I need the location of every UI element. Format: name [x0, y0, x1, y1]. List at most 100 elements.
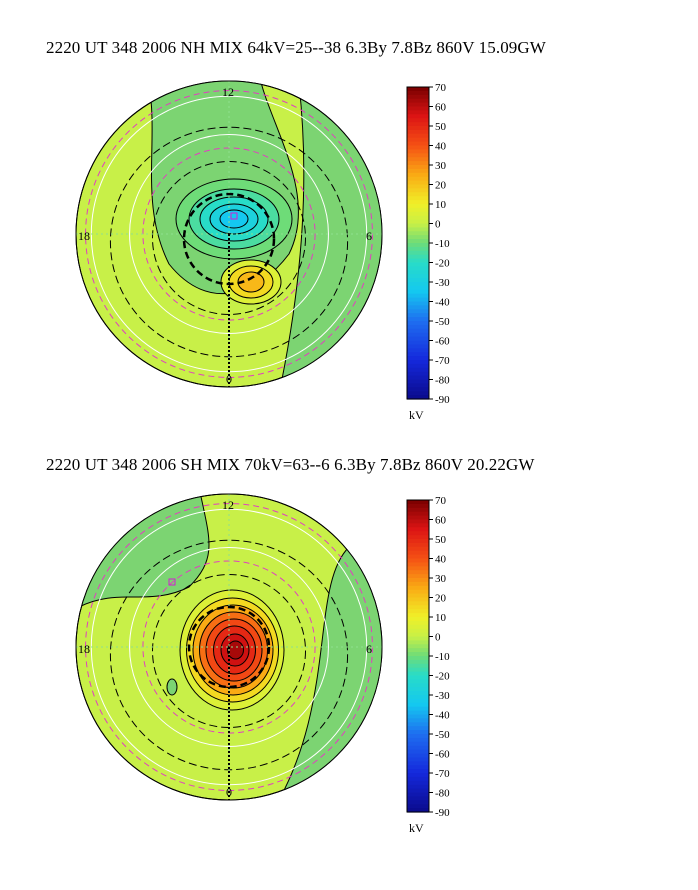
colorbar-segment: [407, 168, 429, 174]
colorbar-segment: [407, 305, 429, 310]
colorbar-segment: [407, 274, 429, 279]
colorbar-unit-label: kV: [409, 408, 424, 422]
colorbar-segment: [407, 535, 429, 540]
colorbar-segment: [407, 585, 429, 591]
colorbar-segment: [407, 141, 429, 147]
colorbar-tick-label: -50: [435, 729, 450, 741]
mlt-label-12: 12: [222, 498, 234, 512]
colorbar-tick-label: 40: [435, 141, 447, 153]
colorbar-tick-label: 50: [435, 121, 447, 133]
mlt-label-18: 18: [78, 229, 90, 243]
colorbar-tick-label: 0: [435, 632, 441, 644]
colorbar-segment: [407, 204, 429, 209]
colorbar-segment: [407, 235, 429, 240]
colorbar-segment: [407, 507, 429, 513]
colorbar-segment: [407, 776, 429, 782]
colorbar-segment: [407, 313, 429, 318]
colorbar-segment: [407, 613, 429, 618]
colorbar-segment: [407, 340, 429, 345]
pole-marker-square: [168, 578, 176, 586]
colorbar-segment: [407, 352, 429, 357]
colorbar-segment: [407, 687, 429, 692]
colorbar-segment: [407, 624, 429, 630]
colorbar-segment: [407, 211, 429, 217]
colorbar-segment: [407, 227, 429, 232]
colorbar-tick-label: -10: [435, 238, 450, 250]
colorbar-tick-label: -80: [435, 375, 450, 387]
colorbar-segment: [407, 188, 429, 193]
colorbar-segment: [407, 570, 429, 575]
colorbar-segment: [407, 745, 429, 751]
colorbar-segment: [407, 769, 429, 774]
colorbar-segment: [407, 609, 429, 614]
colorbar-segment: [407, 515, 429, 521]
colorbar-segment: [407, 395, 429, 400]
colorbar-segment: [407, 593, 429, 599]
mlt-label-6: 6: [366, 642, 372, 656]
colorbar-tick-label: 0: [435, 219, 441, 231]
sh-panel-title: 2220 UT 348 2006 SH MIX 70kV=63--6 6.3By…: [46, 455, 535, 474]
colorbar-segment: [407, 266, 429, 271]
polar-cap-boundary: [187, 605, 271, 689]
colorbar-segment: [407, 581, 429, 587]
colorbar-segment: [407, 363, 429, 369]
colorbar-tick-label: 30: [435, 160, 447, 172]
colorbar-tick-label: 60: [435, 102, 447, 114]
colorbar-segment: [407, 282, 429, 287]
colorbar-segment: [407, 180, 429, 186]
colorbar-segment: [407, 106, 429, 111]
colorbar-segment: [407, 628, 429, 634]
colorbar-segment: [407, 122, 429, 127]
boundary-dashed-ellipse: [152, 574, 306, 728]
colorbar-segment: [407, 176, 429, 182]
colorbar-segment: [407, 800, 429, 805]
colorbar-segment: [407, 317, 429, 322]
mlt-label-12: 12: [222, 85, 234, 99]
colorbar-segment: [407, 531, 429, 536]
colorbar-segment: [407, 301, 429, 306]
colorbar-segment: [407, 153, 429, 158]
colorbar-segment: [407, 87, 429, 92]
colorbar-segment: [407, 605, 429, 610]
colorbar-segment: [407, 757, 429, 762]
colorbar-segment: [407, 262, 429, 267]
colorbar-segment: [407, 675, 429, 680]
mlt-label-0: 0: [226, 372, 232, 386]
colorbar-segment: [407, 710, 429, 716]
colorbar-segment: [407, 527, 429, 532]
colorbar-tick-label: -70: [435, 768, 450, 780]
colorbar-segment: [407, 671, 429, 677]
colorbar-tick-label: 30: [435, 573, 447, 585]
colorbar-segment: [407, 679, 429, 684]
colorbar-segment: [407, 137, 429, 143]
colorbar-segment: [407, 356, 429, 361]
colorbar-segment: [407, 656, 429, 661]
colorbar-segment: [407, 640, 429, 645]
pole-marker-square: [230, 212, 238, 220]
dawn-negative-region: [268, 494, 382, 800]
colorbar-segment: [407, 200, 429, 205]
colorbar-segment: [407, 788, 429, 794]
colorbar-tick-label: 20: [435, 593, 447, 605]
colorbar-segment: [407, 737, 429, 743]
colorbar-segment: [407, 133, 429, 139]
colorbar-segment: [407, 90, 429, 96]
colorbar-segment: [407, 558, 429, 563]
colorbar-segment: [407, 239, 429, 244]
colorbar-segment: [407, 784, 429, 790]
colorbar-segment: [407, 165, 429, 170]
colorbar-segment: [407, 632, 429, 638]
colorbar-segment: [407, 192, 429, 197]
colorbar-segment: [407, 309, 429, 314]
colorbar-segment: [407, 118, 429, 123]
colorbar-segment: [407, 753, 429, 758]
colorbar-segment: [407, 617, 429, 622]
colorbar-segment: [407, 258, 429, 264]
colorbar-segment: [407, 207, 429, 213]
colorbar-segment: [407, 804, 429, 809]
colorbar-segment: [407, 808, 429, 813]
colorbar-segment: [407, 126, 429, 131]
colorbar-segment: [407, 149, 429, 154]
